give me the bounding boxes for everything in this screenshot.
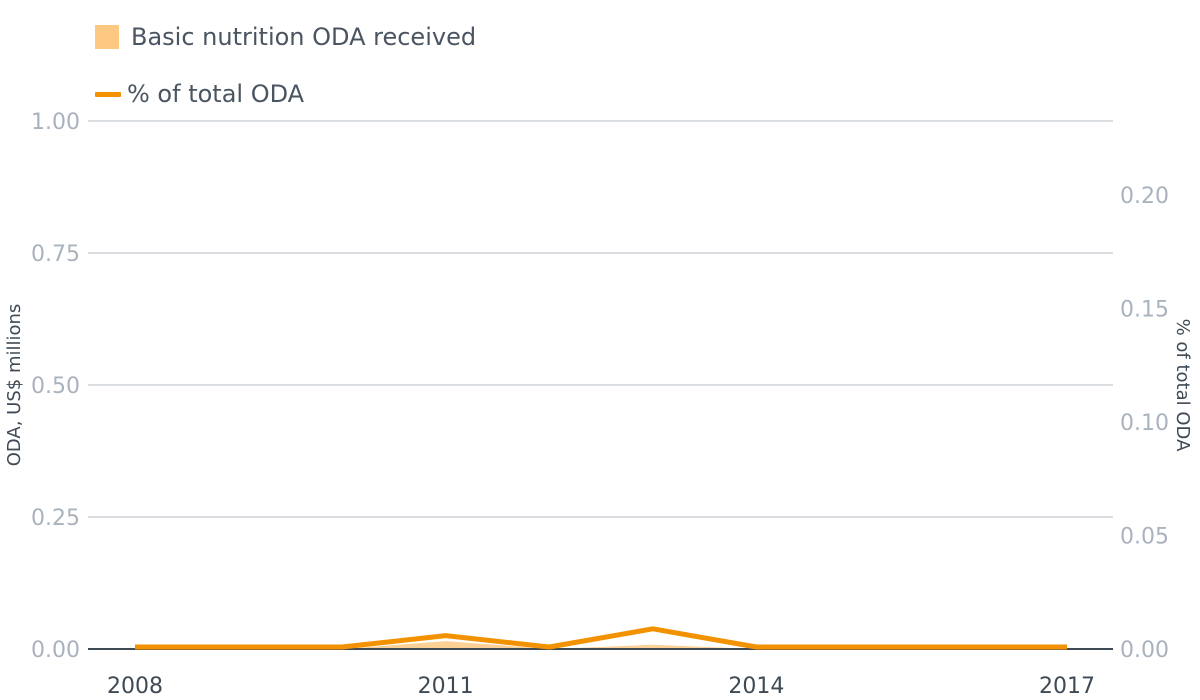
legend-item-area: Basic nutrition ODA received bbox=[95, 23, 476, 51]
legend-item-line: % of total ODA bbox=[95, 80, 304, 108]
gridlines bbox=[88, 120, 1113, 518]
left-axis-title: ODA, US$ millions bbox=[4, 304, 25, 467]
legend-line-label: % of total ODA bbox=[127, 80, 305, 108]
right-tick-label: 0.05 bbox=[1120, 524, 1169, 549]
x-tick-label: 2017 bbox=[1039, 674, 1095, 699]
x-tick-label: 2014 bbox=[728, 674, 784, 699]
area-basic-nutrition-oda bbox=[135, 641, 1067, 649]
left-tick-label: 0.50 bbox=[31, 374, 80, 399]
right-tick-label: 0.10 bbox=[1120, 411, 1169, 436]
right-axis-title: % of total ODA bbox=[1172, 319, 1193, 452]
left-tick-label: 0.00 bbox=[31, 638, 80, 663]
right-tick-label: 0.00 bbox=[1120, 638, 1169, 663]
right-axis-ticks: 0.00 0.05 0.10 0.15 0.20 bbox=[1120, 184, 1169, 663]
left-tick-label: 0.75 bbox=[31, 242, 80, 267]
x-tick-label: 2011 bbox=[418, 674, 474, 699]
left-tick-label: 1.00 bbox=[31, 110, 80, 135]
left-axis-ticks: 0.00 0.25 0.50 0.75 1.00 bbox=[31, 110, 80, 663]
legend-line-swatch bbox=[95, 91, 121, 97]
left-tick-label: 0.25 bbox=[31, 506, 80, 531]
right-tick-label: 0.20 bbox=[1120, 184, 1169, 209]
line-percent-of-total-oda bbox=[135, 626, 1067, 650]
x-tick-label: 2008 bbox=[107, 674, 163, 699]
legend-area-swatch bbox=[95, 25, 119, 49]
right-tick-label: 0.15 bbox=[1120, 297, 1169, 322]
legend-area-label: Basic nutrition ODA received bbox=[131, 23, 477, 51]
x-axis-ticks: 2008 2011 2014 2017 bbox=[107, 674, 1095, 699]
